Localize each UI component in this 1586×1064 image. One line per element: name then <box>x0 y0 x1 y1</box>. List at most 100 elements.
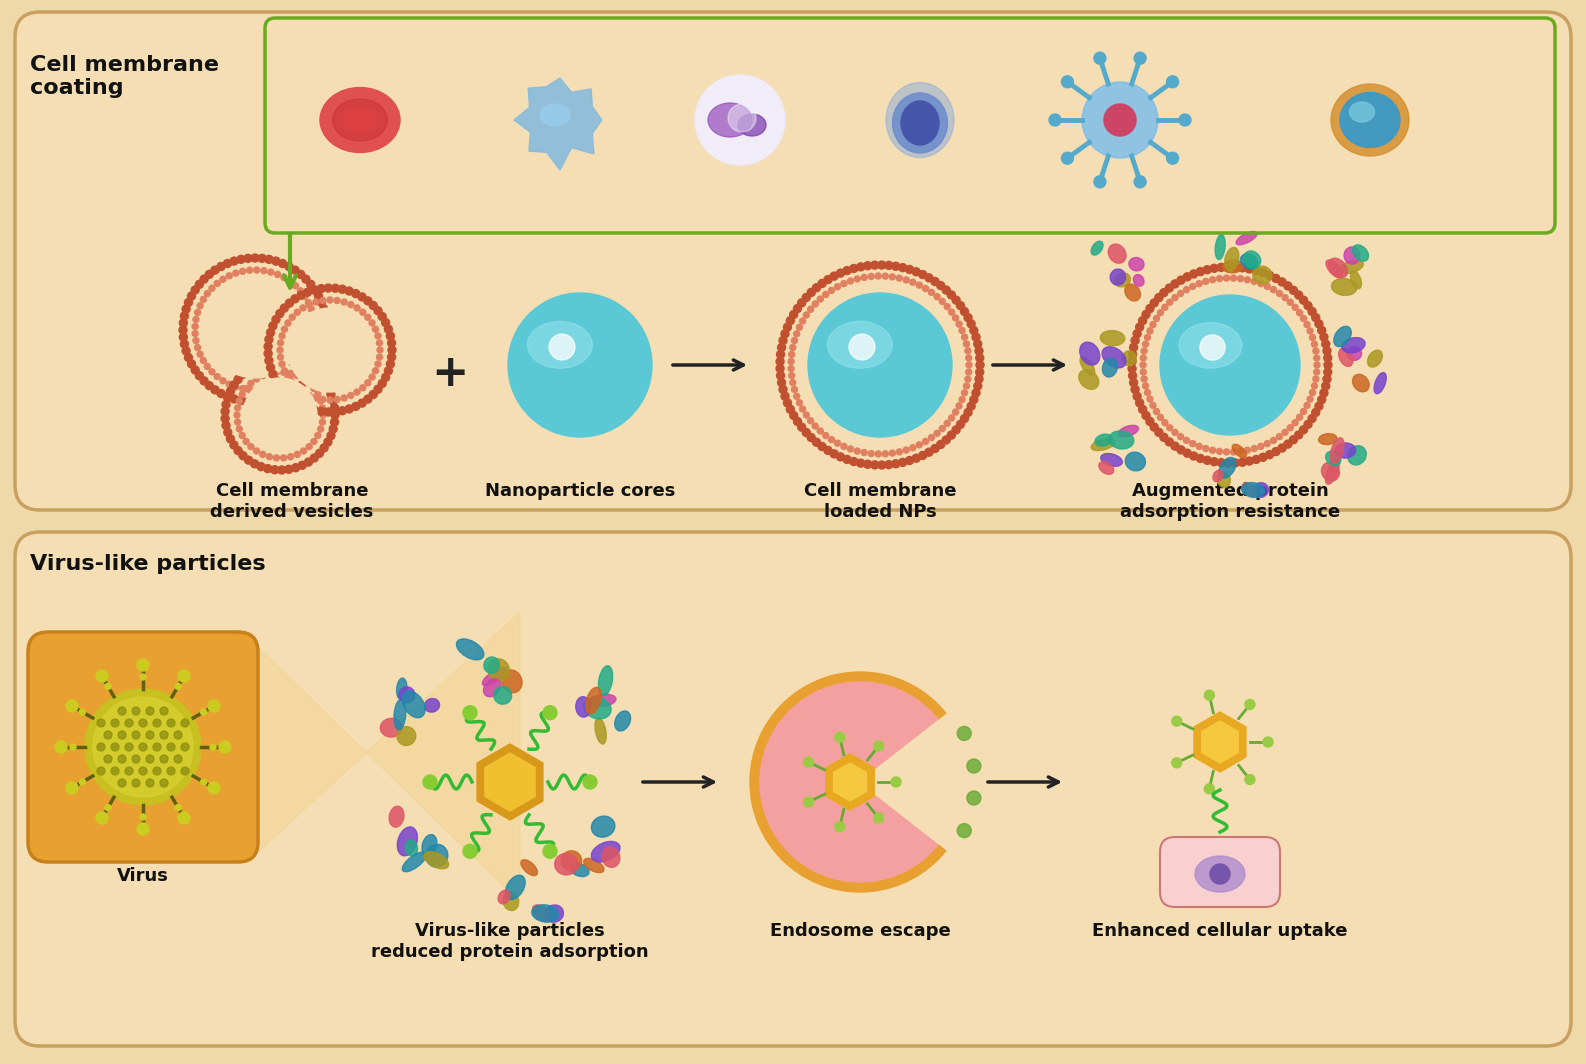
Circle shape <box>327 390 335 398</box>
Circle shape <box>311 406 319 414</box>
Circle shape <box>192 366 200 375</box>
Circle shape <box>389 346 396 354</box>
Circle shape <box>192 286 200 294</box>
Circle shape <box>783 323 791 331</box>
Ellipse shape <box>1331 84 1408 156</box>
Circle shape <box>314 292 322 300</box>
Circle shape <box>239 386 246 392</box>
Circle shape <box>864 461 872 468</box>
Circle shape <box>960 328 964 333</box>
Circle shape <box>1277 434 1283 439</box>
Circle shape <box>136 822 149 835</box>
Circle shape <box>969 327 979 334</box>
Circle shape <box>804 758 814 767</box>
Circle shape <box>953 409 958 415</box>
FancyBboxPatch shape <box>1159 837 1280 907</box>
Circle shape <box>856 263 864 271</box>
Circle shape <box>1239 264 1247 271</box>
Circle shape <box>791 386 798 393</box>
Circle shape <box>1166 284 1174 292</box>
Circle shape <box>1272 275 1280 282</box>
Circle shape <box>925 273 933 282</box>
Circle shape <box>1231 459 1239 467</box>
Circle shape <box>777 344 785 351</box>
Circle shape <box>1288 425 1293 431</box>
Circle shape <box>312 299 319 305</box>
Circle shape <box>300 376 306 382</box>
Ellipse shape <box>1350 271 1361 288</box>
Ellipse shape <box>396 678 408 700</box>
Circle shape <box>1324 368 1332 376</box>
Ellipse shape <box>1353 375 1369 392</box>
Circle shape <box>841 281 847 286</box>
Circle shape <box>1150 321 1156 328</box>
Text: Cell membrane
coating: Cell membrane coating <box>30 55 219 98</box>
Circle shape <box>1129 344 1137 351</box>
Ellipse shape <box>1253 266 1272 284</box>
Circle shape <box>317 285 325 293</box>
Circle shape <box>297 292 305 299</box>
Ellipse shape <box>520 860 538 876</box>
Circle shape <box>952 426 960 434</box>
Circle shape <box>1196 267 1204 276</box>
Circle shape <box>214 281 220 286</box>
Circle shape <box>236 398 243 404</box>
Circle shape <box>967 402 975 410</box>
Circle shape <box>360 310 366 315</box>
Circle shape <box>1318 327 1326 334</box>
Circle shape <box>972 333 980 342</box>
Circle shape <box>292 283 298 288</box>
Ellipse shape <box>457 638 484 660</box>
Circle shape <box>1307 328 1313 334</box>
Circle shape <box>271 466 279 473</box>
Circle shape <box>273 316 281 323</box>
Circle shape <box>314 432 320 438</box>
Circle shape <box>1167 76 1178 88</box>
Circle shape <box>298 288 303 294</box>
Ellipse shape <box>1080 343 1099 365</box>
Circle shape <box>1172 716 1182 726</box>
Circle shape <box>205 270 214 279</box>
Circle shape <box>360 385 366 390</box>
Circle shape <box>796 325 803 330</box>
Circle shape <box>1324 361 1332 369</box>
Circle shape <box>224 260 232 267</box>
Circle shape <box>1304 420 1312 429</box>
Circle shape <box>1308 307 1316 316</box>
Polygon shape <box>259 612 520 902</box>
Circle shape <box>1145 389 1150 396</box>
Circle shape <box>917 282 923 288</box>
Circle shape <box>320 378 328 386</box>
Circle shape <box>259 398 266 405</box>
Circle shape <box>844 455 852 464</box>
Circle shape <box>179 319 187 327</box>
Circle shape <box>1312 342 1318 347</box>
Ellipse shape <box>1342 337 1366 353</box>
Circle shape <box>1155 429 1163 436</box>
Circle shape <box>918 270 926 279</box>
Polygon shape <box>485 753 534 811</box>
Circle shape <box>1183 286 1190 293</box>
Circle shape <box>324 408 331 416</box>
Circle shape <box>236 426 243 432</box>
Circle shape <box>278 339 284 346</box>
Ellipse shape <box>396 727 416 746</box>
Circle shape <box>317 408 325 415</box>
Circle shape <box>306 393 312 399</box>
Circle shape <box>289 314 295 320</box>
Circle shape <box>1202 446 1209 451</box>
Circle shape <box>384 367 392 375</box>
Circle shape <box>1307 396 1313 402</box>
Circle shape <box>812 438 820 446</box>
Circle shape <box>266 370 273 377</box>
Circle shape <box>125 767 133 775</box>
Circle shape <box>1223 276 1229 281</box>
Circle shape <box>804 312 809 318</box>
Circle shape <box>374 306 382 315</box>
Circle shape <box>244 456 252 464</box>
Ellipse shape <box>404 839 417 857</box>
Ellipse shape <box>484 679 501 697</box>
Ellipse shape <box>1367 350 1383 367</box>
Ellipse shape <box>1091 242 1102 255</box>
Circle shape <box>295 451 300 458</box>
